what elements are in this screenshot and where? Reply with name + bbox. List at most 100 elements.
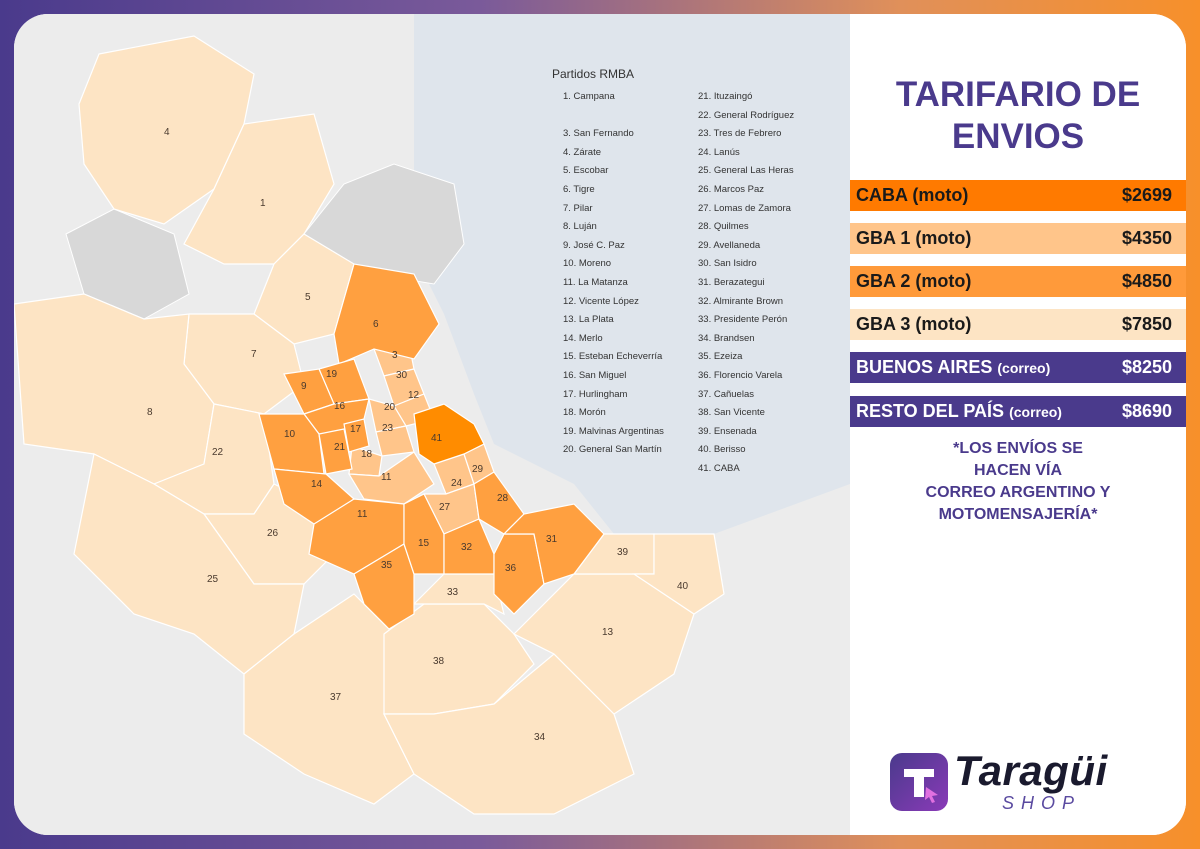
legend-item: 24. Lanús bbox=[698, 146, 740, 158]
rates-panel: TARIFARIO DE ENVIOS CABA (moto) $2699 GBA … bbox=[850, 14, 1186, 835]
label-11a: 11 bbox=[381, 472, 392, 483]
legend-column-left: 1. Campana 3. San Fernando 4. Zárate 5. Esc… bbox=[563, 88, 664, 460]
rate-row: GBA 2 (moto) $4850 bbox=[850, 266, 1186, 297]
legend-item: 8. Luján bbox=[563, 221, 597, 233]
label-36: 36 bbox=[505, 563, 517, 574]
label-19: 19 bbox=[326, 369, 338, 380]
note-line: MOTOMENSAJERÍA* bbox=[938, 506, 1098, 523]
label-3: 3 bbox=[392, 350, 398, 361]
rate-price: $7850 bbox=[1121, 314, 1172, 334]
legend-item: 32. Almirante Brown bbox=[698, 295, 784, 307]
label-6: 6 bbox=[373, 319, 379, 330]
legend-item: 25. General Las Heras bbox=[698, 165, 794, 177]
legend-item: 23. Tres de Febrero bbox=[698, 128, 782, 140]
label-8: 8 bbox=[147, 407, 153, 418]
label-5: 5 bbox=[305, 292, 311, 303]
legend-item: 14. Merlo bbox=[563, 332, 603, 344]
rate-label: BUENOS AIRES (correo) bbox=[856, 357, 1050, 378]
legend-item: 7. Pilar bbox=[563, 202, 593, 214]
rate-label-main: GBA 2 (moto) bbox=[856, 271, 972, 291]
rate-label: GBA 1 (moto) bbox=[856, 228, 971, 249]
legend-item: 35. Ezeiza bbox=[698, 351, 743, 363]
legend-item: 20. General San Martín bbox=[563, 444, 662, 456]
legend-title: Partidos RMBA bbox=[552, 67, 635, 81]
label-35: 35 bbox=[381, 560, 393, 571]
legend-item: 16. San Miguel bbox=[563, 369, 627, 381]
legend-item bbox=[563, 107, 664, 126]
region-21 bbox=[318, 428, 353, 475]
label-29: 29 bbox=[472, 464, 484, 475]
legend-item: 28. Quilmes bbox=[698, 221, 749, 233]
rate-row: GBA 1 (moto) $4350 bbox=[850, 223, 1186, 254]
rate-label-small: (correo) bbox=[1009, 404, 1062, 420]
logo-text: Taragüi bbox=[954, 747, 1108, 794]
label-16: 16 bbox=[334, 401, 346, 412]
rate-row: BUENOS AIRES (correo) $8250 bbox=[850, 352, 1186, 383]
legend-item: 4. Zárate bbox=[563, 146, 602, 158]
legend-item: 40. Berisso bbox=[698, 444, 746, 456]
panel-title-line2: ENVIOS bbox=[951, 117, 1085, 156]
legend-item: 34. Brandsen bbox=[698, 332, 755, 344]
legend-item: 39. Ensenada bbox=[698, 425, 757, 437]
legend-item: 38. San Vicente bbox=[698, 407, 765, 419]
label-31: 31 bbox=[546, 534, 558, 545]
taragui-logo: Taragüi SHOP bbox=[890, 747, 1160, 819]
rate-label-main: RESTO DEL PAÍS bbox=[856, 401, 1005, 421]
logo-t-icon bbox=[890, 753, 948, 811]
legend-item: 30. San Isidro bbox=[698, 258, 757, 270]
label-7: 7 bbox=[251, 349, 257, 360]
label-38: 38 bbox=[433, 656, 445, 667]
legend-item: 41. CABA bbox=[698, 462, 740, 474]
label-4: 4 bbox=[164, 127, 170, 138]
rate-price: $8250 bbox=[1121, 357, 1172, 377]
legend-item: 12. Vicente López bbox=[563, 295, 639, 307]
region-10 bbox=[258, 413, 325, 475]
rate-row: CABA (moto) $2699 bbox=[850, 180, 1186, 211]
label-26: 26 bbox=[267, 528, 279, 539]
label-28: 28 bbox=[497, 493, 509, 504]
rate-label: GBA 3 (moto) bbox=[856, 314, 971, 335]
rate-label: RESTO DEL PAÍS (correo) bbox=[856, 401, 1062, 422]
legend-item: 18. Morón bbox=[563, 407, 606, 419]
river-plate-water bbox=[414, 14, 850, 534]
legend-item: 1. Campana bbox=[563, 91, 615, 102]
rate-label-main: GBA 1 (moto) bbox=[856, 228, 972, 248]
label-14: 14 bbox=[311, 479, 323, 490]
rate-label-main: GBA 3 (moto) bbox=[856, 314, 972, 334]
rate-price: $8690 bbox=[1121, 401, 1172, 421]
legend-item: 37. Cañuelas bbox=[698, 388, 754, 400]
label-40: 40 bbox=[677, 581, 689, 592]
region-4 bbox=[78, 35, 255, 225]
legend-item: 15. Esteban Echeverría bbox=[563, 351, 663, 363]
legend-item: 26. Marcos Paz bbox=[698, 183, 764, 195]
label-13: 13 bbox=[602, 627, 614, 638]
label-12: 12 bbox=[408, 390, 420, 401]
label-11b: 11 bbox=[357, 509, 368, 520]
legend-item: 3. San Fernando bbox=[563, 128, 634, 140]
label-18: 18 bbox=[361, 449, 373, 460]
region-8 bbox=[14, 293, 215, 485]
legend-item: 19. Malvinas Argentinas bbox=[563, 425, 664, 437]
legend-item: 33. Presidente Perón bbox=[698, 314, 788, 326]
note-line: *LOS ENVÍOS SE bbox=[953, 440, 1083, 457]
label-10: 10 bbox=[284, 429, 296, 440]
panel-title-line1: TARIFARIO DE bbox=[895, 75, 1141, 114]
legend-item: 5. Escobar bbox=[563, 165, 609, 177]
label-34: 34 bbox=[534, 732, 546, 743]
legend-item: 9. José C. Paz bbox=[563, 239, 625, 251]
region-40 bbox=[632, 533, 725, 615]
label-1: 1 bbox=[260, 198, 266, 209]
legend-column-right: 21. Ituzaingó 22. General Rodríguez 23. Tr… bbox=[698, 88, 794, 478]
rate-row: RESTO DEL PAÍS (correo) $8690 bbox=[850, 396, 1186, 427]
rate-price: $2699 bbox=[1121, 185, 1172, 205]
region-31 bbox=[502, 503, 605, 585]
label-25: 25 bbox=[207, 574, 219, 585]
label-30: 30 bbox=[396, 370, 408, 381]
label-22: 22 bbox=[212, 447, 224, 458]
rate-label-main: BUENOS AIRES bbox=[856, 357, 993, 377]
legend-item: 10. Moreno bbox=[563, 258, 612, 270]
label-24: 24 bbox=[451, 478, 463, 489]
rate-label-main: CABA (moto) bbox=[856, 185, 969, 205]
label-39: 39 bbox=[617, 547, 629, 558]
label-21: 21 bbox=[334, 442, 346, 453]
